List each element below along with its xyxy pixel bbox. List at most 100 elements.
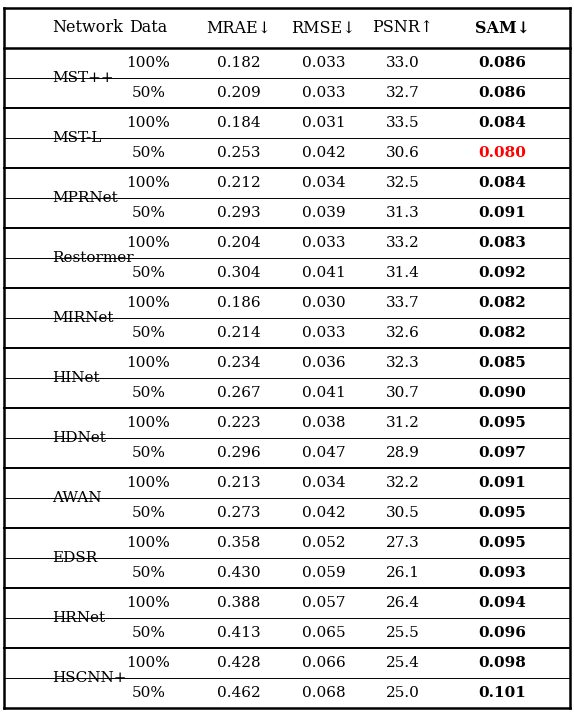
Text: 25.4: 25.4 [386,656,420,670]
Text: 32.2: 32.2 [386,476,420,490]
Text: 0.068: 0.068 [302,686,346,700]
Text: 0.095: 0.095 [478,506,526,520]
Text: 50%: 50% [131,686,165,700]
Text: 100%: 100% [126,175,170,190]
Text: 50%: 50% [131,266,165,280]
Text: 0.034: 0.034 [302,476,346,490]
Text: SAM↓: SAM↓ [475,19,530,37]
Text: 0.097: 0.097 [478,446,526,460]
Text: EDSR: EDSR [52,551,98,565]
Text: AWAN: AWAN [52,491,102,505]
Text: 0.066: 0.066 [302,656,346,670]
Text: 0.033: 0.033 [302,56,346,69]
Text: 0.093: 0.093 [478,566,526,580]
Text: 0.095: 0.095 [478,536,526,550]
Text: 100%: 100% [126,416,170,430]
Text: MIRNet: MIRNet [52,311,114,325]
Text: 0.184: 0.184 [217,115,261,130]
Text: 0.209: 0.209 [217,86,261,100]
Text: 0.253: 0.253 [217,145,261,160]
Text: 50%: 50% [131,86,165,100]
Text: 0.428: 0.428 [217,656,261,670]
Text: 0.182: 0.182 [217,56,261,69]
Text: 0.082: 0.082 [478,326,526,340]
Text: 50%: 50% [131,205,165,220]
Text: HRNet: HRNet [52,611,105,625]
Text: Network: Network [52,19,123,37]
Text: 27.3: 27.3 [386,536,420,550]
Text: 0.090: 0.090 [478,386,526,400]
Text: HDNet: HDNet [52,431,106,445]
Text: 33.7: 33.7 [386,296,420,310]
Text: 0.041: 0.041 [302,266,346,280]
Text: 50%: 50% [131,386,165,400]
Text: 0.223: 0.223 [217,416,261,430]
Text: 0.267: 0.267 [217,386,261,400]
Text: HINet: HINet [52,371,100,384]
Text: 100%: 100% [126,476,170,490]
Text: 0.038: 0.038 [302,416,346,430]
Text: 100%: 100% [126,236,170,250]
Text: 100%: 100% [126,536,170,550]
Text: 0.057: 0.057 [302,596,346,610]
Text: 0.293: 0.293 [217,205,261,220]
Text: 0.084: 0.084 [478,115,526,130]
Text: 0.030: 0.030 [302,296,346,310]
Text: 0.092: 0.092 [478,266,526,280]
Text: 30.7: 30.7 [386,386,420,400]
Text: 0.273: 0.273 [217,506,261,520]
Text: 0.095: 0.095 [478,416,526,430]
Text: 50%: 50% [131,506,165,520]
Text: 0.034: 0.034 [302,175,346,190]
Text: 0.042: 0.042 [302,145,346,160]
Text: 50%: 50% [131,566,165,580]
Text: MRAE↓: MRAE↓ [207,19,272,37]
Text: 0.096: 0.096 [478,626,526,640]
Text: 0.413: 0.413 [217,626,261,640]
Text: 0.296: 0.296 [217,446,261,460]
Text: 0.036: 0.036 [302,356,346,369]
Text: MPRNet: MPRNet [52,190,118,205]
Text: 0.065: 0.065 [302,626,346,640]
Text: 100%: 100% [126,596,170,610]
Text: 100%: 100% [126,56,170,69]
Text: PSNR↑: PSNR↑ [373,19,433,37]
Text: 0.082: 0.082 [478,296,526,310]
Text: 0.033: 0.033 [302,86,346,100]
Text: 50%: 50% [131,326,165,340]
Text: 0.086: 0.086 [478,56,526,69]
Text: 0.052: 0.052 [302,536,346,550]
Text: 0.098: 0.098 [478,656,526,670]
Text: 33.5: 33.5 [386,115,420,130]
Text: 0.091: 0.091 [478,205,526,220]
Text: 0.186: 0.186 [217,296,261,310]
Text: 100%: 100% [126,115,170,130]
Text: 50%: 50% [131,626,165,640]
Text: 100%: 100% [126,356,170,369]
Text: Restormer: Restormer [52,251,134,265]
Text: 0.086: 0.086 [478,86,526,100]
Text: 0.059: 0.059 [302,566,346,580]
Text: 32.5: 32.5 [386,175,420,190]
Text: RMSE↓: RMSE↓ [292,19,356,37]
Text: 30.5: 30.5 [386,506,420,520]
Text: 0.212: 0.212 [217,175,261,190]
Text: 0.462: 0.462 [217,686,261,700]
Text: 0.234: 0.234 [217,356,261,369]
Text: 31.4: 31.4 [386,266,420,280]
Text: 0.101: 0.101 [478,686,526,700]
Text: 0.358: 0.358 [217,536,261,550]
Text: Data: Data [129,19,168,37]
Text: MST++: MST++ [52,71,114,84]
Text: 0.084: 0.084 [478,175,526,190]
Text: 0.033: 0.033 [302,236,346,250]
Text: 25.5: 25.5 [386,626,420,640]
Text: 100%: 100% [126,296,170,310]
Text: 31.2: 31.2 [386,416,420,430]
Text: 28.9: 28.9 [386,446,420,460]
Text: 0.091: 0.091 [478,476,526,490]
Text: 50%: 50% [131,446,165,460]
Text: 50%: 50% [131,145,165,160]
Text: 0.430: 0.430 [217,566,261,580]
Text: 0.083: 0.083 [478,236,526,250]
